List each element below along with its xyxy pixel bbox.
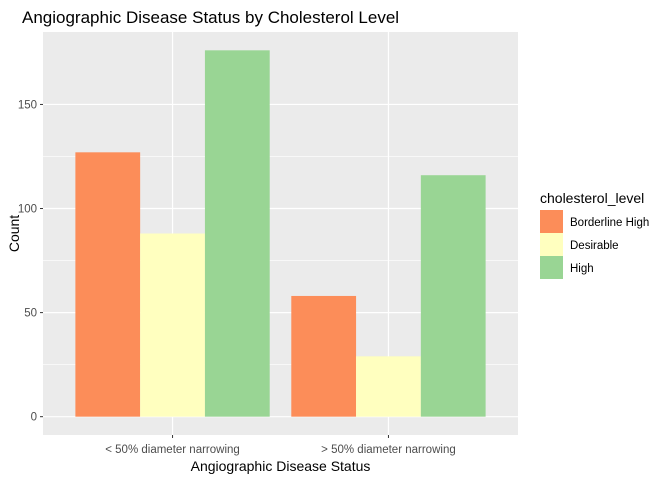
x-axis-title: Angiographic Disease Status bbox=[191, 458, 371, 474]
legend-label: High bbox=[570, 263, 594, 275]
y-tick-label: 100 bbox=[18, 204, 37, 216]
legend: cholesterol_level Borderline High Desirab… bbox=[540, 190, 649, 279]
bar bbox=[75, 152, 141, 417]
bar bbox=[420, 175, 486, 417]
bar bbox=[140, 233, 205, 417]
bar bbox=[291, 295, 357, 417]
bars bbox=[75, 50, 486, 417]
legend-title: cholesterol_level bbox=[540, 190, 644, 206]
y-tick-label: 0 bbox=[31, 412, 37, 424]
legend-key bbox=[540, 210, 563, 233]
legend-label: Borderline High bbox=[570, 217, 649, 229]
x-tick-label: > 50% diameter narrowing bbox=[321, 444, 456, 456]
y-tick-label: 50 bbox=[24, 308, 37, 320]
chart-title: Angiographic Disease Status by Cholester… bbox=[22, 8, 399, 27]
y-axis: 0 50 100 150 bbox=[18, 99, 43, 424]
legend-label: Desirable bbox=[570, 240, 619, 252]
x-axis: < 50% diameter narrowing > 50% diameter n… bbox=[105, 435, 456, 456]
y-tick-label: 150 bbox=[18, 99, 37, 111]
legend-key bbox=[540, 256, 563, 279]
bar bbox=[204, 50, 270, 417]
y-axis-title: Count bbox=[6, 215, 22, 252]
bar bbox=[356, 356, 421, 417]
x-tick-label: < 50% diameter narrowing bbox=[105, 444, 240, 456]
legend-key bbox=[540, 233, 563, 256]
